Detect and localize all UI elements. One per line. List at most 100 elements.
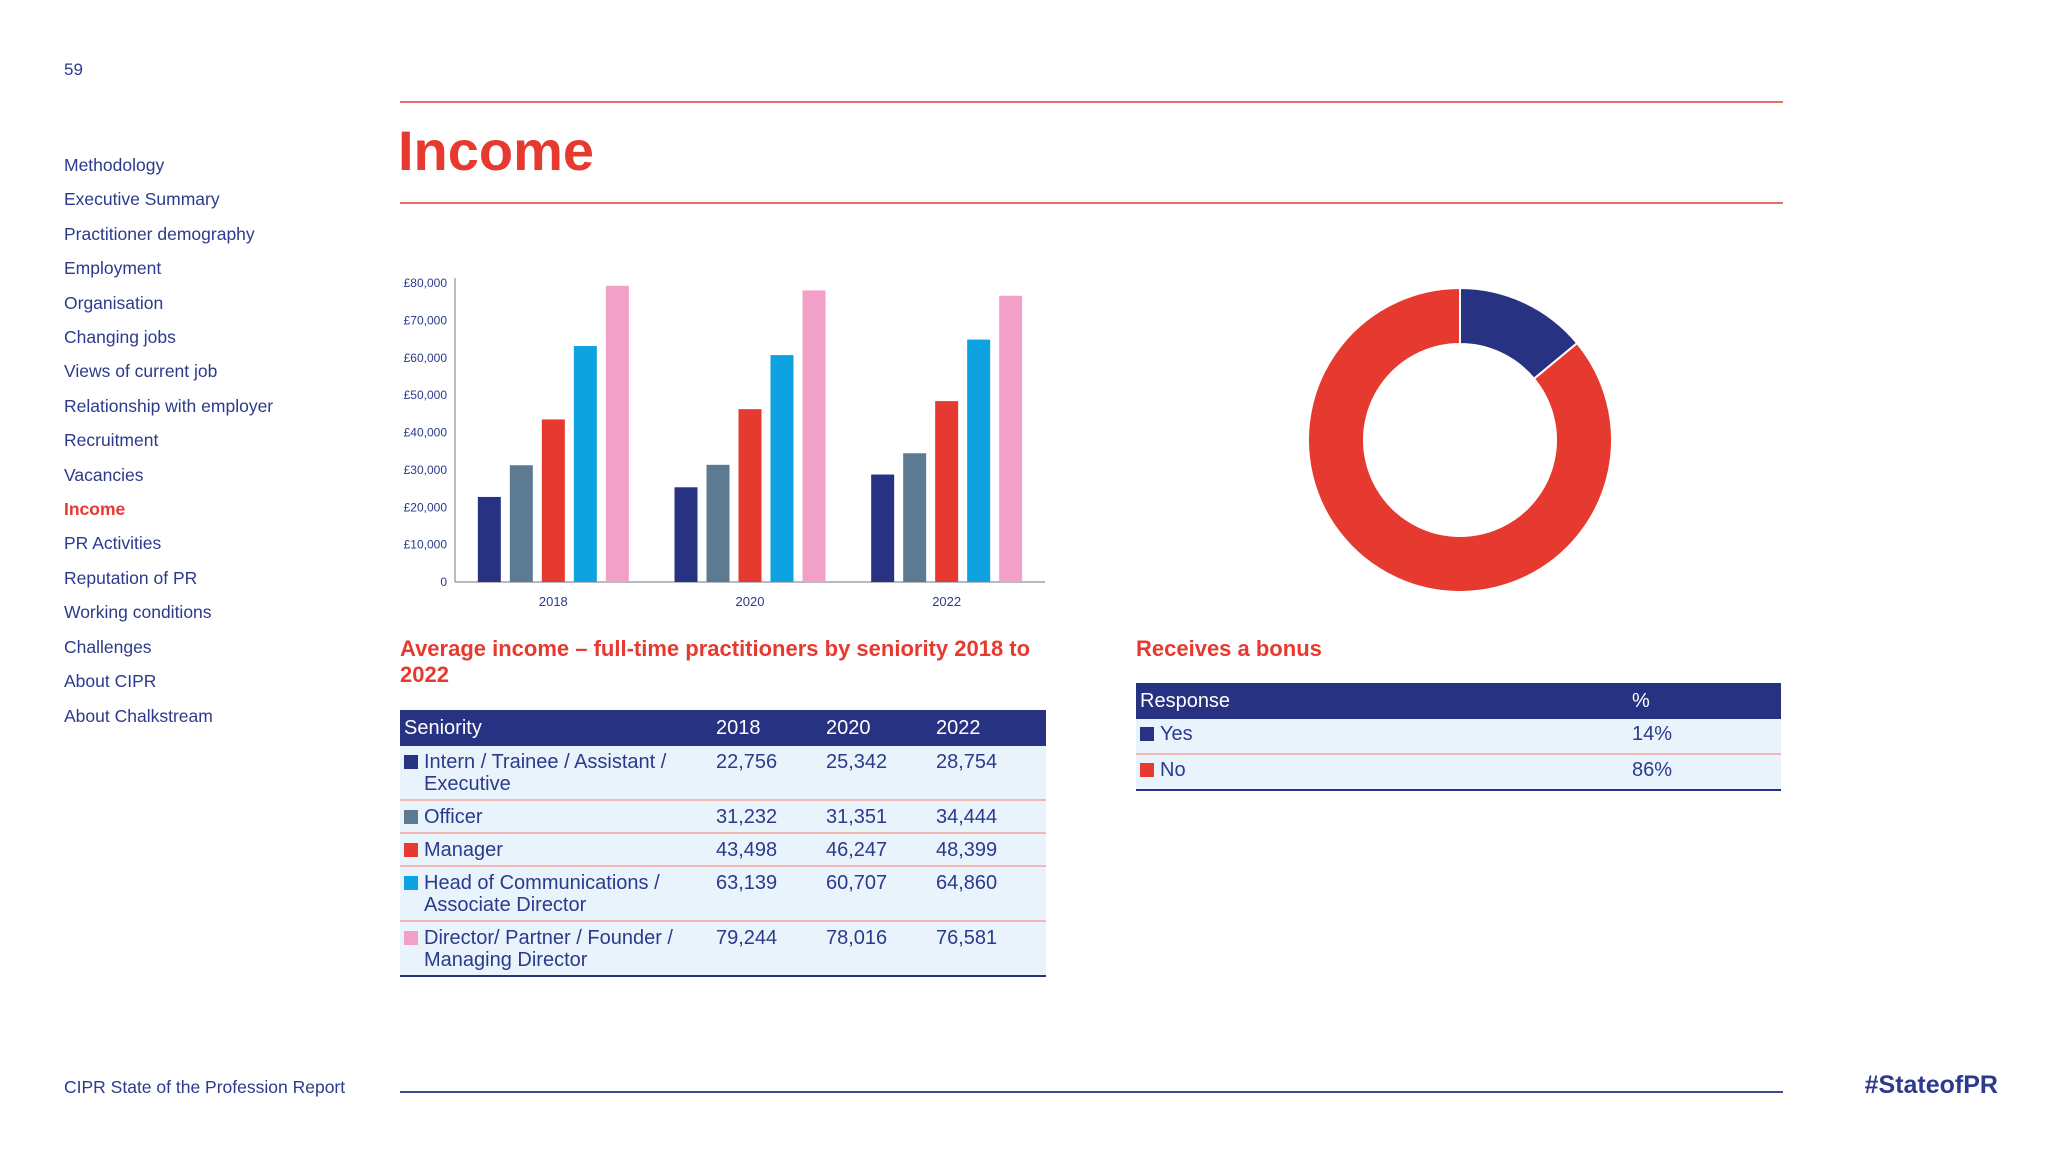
page-number: 59 — [64, 60, 83, 79]
sidebar-item-relationship-with-employer[interactable]: Relationship with employer — [64, 395, 274, 416]
legend-swatch — [404, 876, 418, 890]
y-tick-label: £40,000 — [404, 426, 448, 440]
page-title: Income — [398, 119, 595, 182]
percent-value: 14% — [1628, 719, 1781, 755]
legend-swatch — [404, 810, 418, 824]
income-value: 34,444 — [932, 800, 1046, 834]
table-row: Manager 43,498 46,247 48,399 — [400, 833, 1046, 867]
y-tick-label: £70,000 — [404, 313, 448, 327]
table-row: Intern / Trainee / Assistant / Executive… — [400, 746, 1046, 801]
income-value: 22,756 — [712, 746, 822, 801]
y-tick-label: £60,000 — [404, 351, 448, 365]
income-bar-chart: 0 £10,000 £20,000 £30,000 £40,000 £50,000 £60,… — [404, 276, 1045, 609]
table-row: Yes 14% — [1136, 719, 1781, 755]
bar — [674, 487, 698, 582]
table-row: Head of Communications / Associate Direc… — [400, 866, 1046, 922]
bonus-donut-chart — [1307, 286, 1613, 593]
bar — [802, 290, 826, 582]
year-column-header: 2022 — [932, 710, 1046, 746]
sidebar-item-changing-jobs[interactable]: Changing jobs — [64, 327, 176, 348]
sidebar-item-views-of-current-job[interactable]: Views of current job — [64, 361, 218, 382]
seniority-label: Officer — [424, 806, 483, 828]
bar — [573, 346, 597, 582]
table-row: Officer 31,232 31,351 34,444 — [400, 800, 1046, 834]
bar — [999, 295, 1023, 582]
hashtag[interactable]: #StateofPR — [1864, 1071, 1998, 1099]
income-value: 63,139 — [712, 866, 822, 922]
income-value: 79,244 — [712, 921, 822, 977]
bonus-chart-caption: Receives a bonus — [1136, 636, 1322, 661]
bonus-table: Response% Yes 14% No 86% — [1136, 683, 1781, 791]
y-tick-label: £50,000 — [404, 388, 448, 402]
response-column-header: Response — [1136, 683, 1628, 719]
income-value: 31,232 — [712, 800, 822, 834]
sidebar-item-employment[interactable]: Employment — [64, 258, 162, 279]
sidebar-item-pr-activities[interactable]: PR Activities — [64, 533, 162, 554]
donut-slice-no — [1307, 286, 1613, 593]
income-value: 78,016 — [822, 921, 932, 977]
footer-rule — [400, 1091, 1783, 1093]
sidebar-item-about-chalkstream[interactable]: About Chalkstream — [64, 705, 213, 726]
bar — [903, 453, 927, 582]
bar — [509, 465, 533, 582]
bar — [871, 474, 895, 582]
legend-swatch — [1140, 727, 1154, 741]
seniority-label: Director/ Partner / Founder / Managing D… — [424, 927, 673, 971]
bar — [605, 285, 629, 582]
x-tick-label: 2018 — [539, 594, 568, 609]
sidebar-item-organisation[interactable]: Organisation — [64, 292, 164, 313]
sidebar-item-recruitment[interactable]: Recruitment — [64, 430, 159, 451]
sidebar-item-vacancies[interactable]: Vacancies — [64, 464, 144, 485]
sidebar-item-reputation-of-pr[interactable]: Reputation of PR — [64, 567, 198, 588]
bar — [706, 464, 730, 582]
sidebar-item-income[interactable]: Income — [64, 499, 126, 520]
seniority-label: Manager — [424, 839, 503, 861]
income-value: 31,351 — [822, 800, 932, 834]
income-value: 48,399 — [932, 833, 1046, 867]
income-value: 46,247 — [822, 833, 932, 867]
seniority-label: Intern / Trainee / Assistant / Executive — [424, 751, 667, 795]
table-row: Director/ Partner / Founder / Managing D… — [400, 921, 1046, 977]
y-tick-label: 0 — [440, 575, 447, 589]
bar — [541, 419, 565, 582]
y-tick-label: £30,000 — [404, 463, 448, 477]
response-label: No — [1160, 759, 1186, 781]
bar — [770, 355, 794, 582]
legend-swatch — [404, 755, 418, 769]
sidebar-item-about-cipr[interactable]: About CIPR — [64, 671, 157, 692]
sidebar-item-executive-summary[interactable]: Executive Summary — [64, 189, 220, 210]
seniority-income-table: Seniority 2018 2020 2022 Intern / Trainee /… — [400, 710, 1046, 977]
bar — [935, 401, 959, 582]
bar — [477, 496, 501, 582]
income-value: 43,498 — [712, 833, 822, 867]
sidebar-item-working-conditions[interactable]: Working conditions — [64, 602, 212, 623]
y-tick-label: £20,000 — [404, 500, 448, 514]
percent-value: 86% — [1628, 754, 1781, 791]
income-value: 76,581 — [932, 921, 1046, 977]
income-value: 64,860 — [932, 866, 1046, 922]
table-row: No 86% — [1136, 754, 1781, 791]
x-tick-label: 2020 — [736, 594, 765, 609]
legend-swatch — [404, 931, 418, 945]
sidebar-item-practitioner-demography[interactable]: Practitioner demography — [64, 223, 255, 244]
bar — [738, 409, 762, 582]
percent-column-header: % — [1628, 683, 1781, 719]
title-top-rule — [400, 101, 1783, 103]
sidebar-item-methodology[interactable]: Methodology — [64, 155, 165, 175]
income-chart-caption: Average income – full-time practitioners… — [400, 636, 1031, 687]
income-value: 25,342 — [822, 746, 932, 801]
y-tick-label: £80,000 — [404, 276, 448, 290]
seniority-label: Head of Communications / Associate Direc… — [424, 872, 660, 916]
sidebar-item-challenges[interactable]: Challenges — [64, 636, 152, 657]
seniority-column-header: Seniority — [400, 710, 712, 746]
sidebar-nav: Methodology Executive Summary Practitioner… — [64, 148, 273, 733]
year-column-header: 2018 — [712, 710, 822, 746]
income-value: 60,707 — [822, 866, 932, 922]
y-tick-label: £10,000 — [404, 538, 448, 552]
response-label: Yes — [1160, 723, 1193, 745]
legend-swatch — [1140, 763, 1154, 777]
x-tick-label: 2022 — [932, 594, 961, 609]
year-column-header: 2020 — [822, 710, 932, 746]
report-name: CIPR State of the Profession Report — [64, 1077, 346, 1097]
income-value: 28,754 — [932, 746, 1046, 801]
